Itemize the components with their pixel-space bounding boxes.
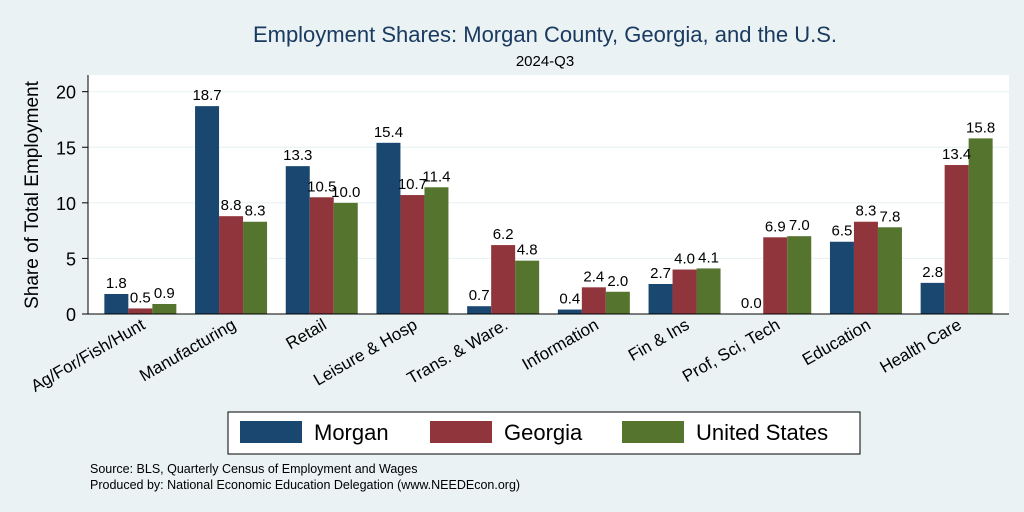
x-tick-label: Education [799, 315, 874, 369]
data-label: 0.5 [130, 289, 151, 306]
legend: Morgan Georgia United States [227, 411, 861, 455]
data-label: 0.9 [154, 285, 175, 302]
x-tick-label: Manufacturing [136, 315, 239, 385]
x-tick-label: Fin & Ins [625, 315, 693, 365]
data-label: 11.4 [422, 168, 450, 185]
legend-box [227, 411, 861, 455]
data-label: 4.8 [517, 242, 538, 259]
data-label: 8.3 [245, 203, 266, 220]
y-tick-label: 15 [56, 138, 76, 158]
data-label: 2.8 [922, 264, 943, 281]
bar [648, 283, 673, 314]
x-tick-label: Prof, Sci, Tech [679, 315, 783, 386]
bar [877, 227, 902, 314]
bar [605, 291, 630, 314]
footnotes: Source: BLS, Quarterly Census of Employm… [90, 461, 520, 493]
x-tick-label: Trans. & Ware. [404, 315, 511, 388]
y-tick-label: 10 [56, 194, 76, 214]
bar [581, 287, 606, 314]
data-label: 0.0 [741, 295, 762, 312]
x-tick-label: Information [519, 315, 602, 374]
data-label: 2.0 [607, 273, 628, 290]
bar [944, 165, 969, 314]
bar [920, 282, 945, 314]
bar [104, 293, 129, 314]
bar [853, 221, 878, 314]
legend-label: United States [696, 420, 828, 445]
y-tick-label: 5 [66, 249, 76, 269]
legend-swatch [622, 421, 684, 443]
y-axis-label: Share of Total Employment [22, 80, 43, 308]
bars [104, 106, 993, 314]
bar [557, 309, 582, 314]
bar [829, 241, 854, 314]
legend-label: Georgia [504, 420, 583, 445]
bar [333, 202, 358, 314]
data-label: 1.8 [106, 275, 127, 292]
producer-note: Produced by: National Economic Education… [90, 478, 521, 492]
x-tick-label: Retail [283, 315, 330, 353]
bar [763, 237, 788, 314]
y-tick-label: 0 [66, 305, 76, 325]
data-label: 15.8 [966, 119, 995, 136]
data-label: 13.4 [942, 146, 971, 163]
data-labels: 1.80.5 0.918.78.8 8.313.310.510.015.410.71… [106, 87, 995, 312]
bar [243, 221, 268, 314]
source-note: Source: BLS, Quarterly Census of Employm… [90, 462, 418, 476]
bar [376, 142, 401, 314]
data-label: 6.2 [493, 226, 514, 243]
data-label: 13.3 [283, 147, 312, 164]
legend-swatch [430, 421, 492, 443]
legend-swatch [240, 421, 302, 443]
legend-label: Morgan [314, 420, 389, 445]
bar [309, 197, 334, 314]
bar [696, 268, 721, 314]
bar [424, 187, 449, 314]
bar [491, 245, 516, 314]
bar [467, 306, 492, 314]
x-tick-label: Health Care [877, 315, 965, 377]
bar [672, 269, 697, 314]
data-label: 0.4 [559, 291, 580, 308]
data-label: 4.0 [674, 251, 695, 268]
bar [400, 195, 425, 314]
bar [787, 236, 812, 314]
bar [152, 303, 177, 314]
data-label: 8.3 [856, 203, 877, 220]
data-label: 4.1 [698, 249, 719, 266]
data-label: 10.7 [398, 176, 427, 193]
data-label: 6.9 [765, 218, 786, 235]
data-label: 15.4 [374, 124, 403, 141]
data-label: 10.0 [331, 184, 360, 201]
chart-subtitle: 2024-Q3 [516, 53, 574, 70]
data-label: 7.0 [789, 217, 810, 234]
data-label: 8.8 [221, 197, 242, 214]
data-label: 2.4 [583, 268, 604, 285]
data-label: 0.7 [469, 287, 490, 304]
data-label: 7.8 [880, 208, 901, 225]
bar [219, 216, 244, 314]
data-label: 2.7 [650, 265, 671, 282]
data-label: 10.5 [307, 178, 336, 195]
y-tick-label: 20 [56, 83, 76, 103]
chart-title: Employment Shares: Morgan County, Georgi… [253, 22, 837, 47]
bar [285, 166, 310, 314]
x-tick-label: Ag/For/Fish/Hunt [28, 315, 149, 396]
bar [968, 138, 993, 314]
bar [515, 260, 540, 314]
bar [128, 308, 153, 314]
data-label: 18.7 [192, 87, 221, 104]
data-label: 6.5 [832, 223, 853, 240]
bar [195, 106, 220, 314]
x-tick-label: Leisure & Hosp [310, 315, 420, 390]
